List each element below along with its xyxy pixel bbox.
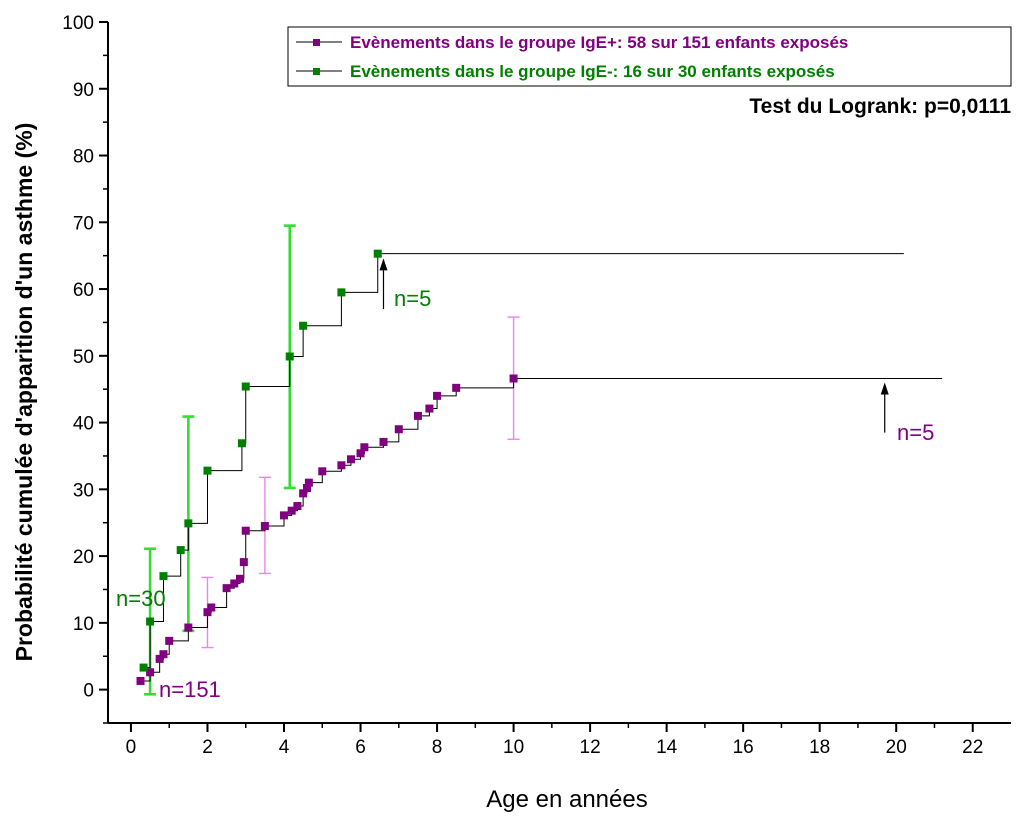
data-point-ige-plus (293, 502, 302, 511)
data-point-ige-plus (146, 668, 155, 677)
data-point-ige-minus (139, 663, 148, 672)
data-point-ige-minus (337, 288, 346, 297)
y-tick-label: 90 (73, 80, 94, 101)
data-point-ige-minus (159, 572, 168, 581)
data-point-ige-plus (280, 511, 289, 520)
x-tick-label: 22 (962, 737, 983, 758)
y-tick-label: 10 (73, 614, 94, 635)
data-point-ige-plus (184, 623, 193, 632)
n-green-end: n=5 (394, 286, 431, 311)
y-ticks: 0 10 20 30 40 50 60 70 80 90 100 (62, 13, 108, 724)
legend: Evènements dans le groupe IgE+: 58 sur 1… (287, 26, 1012, 87)
data-point-ige-plus (155, 654, 164, 663)
data-point-ige-plus (433, 391, 442, 400)
x-tick-label: 2 (202, 737, 213, 758)
y-tick-label: 80 (73, 147, 94, 168)
x-axis-title: Age en années (486, 786, 647, 813)
data-point-ige-plus (304, 478, 313, 487)
data-point-ige-plus (239, 558, 248, 567)
x-tick-label: 20 (886, 737, 907, 758)
data-point-ige-plus (260, 522, 269, 531)
data-point-ige-plus (136, 676, 145, 685)
data-point-ige-plus (425, 404, 434, 413)
data-point-ige-minus (176, 546, 185, 555)
axes (107, 22, 1011, 724)
n-purple-start: n=151 (159, 677, 221, 702)
data-point-ige-plus (241, 526, 250, 535)
legend-label-ige-plus: Evènements dans le groupe IgE+: 58 sur 1… (350, 33, 848, 52)
data-point-ige-plus (356, 449, 365, 458)
n-green-start: n=30 (116, 586, 166, 611)
legend-box (287, 26, 1012, 87)
x-tick-label: 0 (126, 737, 137, 758)
data-point-ige-plus (207, 603, 216, 612)
arrows (379, 258, 889, 433)
data-point-ige-plus (379, 437, 388, 446)
data-point-ige-minus (184, 519, 193, 528)
step-line-ige-plus (140, 378, 943, 682)
legend-marker-ige-minus (313, 68, 320, 75)
error-bars (144, 224, 520, 696)
data-point-ige-minus (203, 466, 212, 475)
data-point-ige-plus (509, 374, 518, 383)
x-tick-label: 12 (580, 737, 601, 758)
data-point-ige-plus (159, 650, 168, 659)
data-point-ige-plus (299, 489, 308, 498)
y-tick-label: 40 (73, 414, 94, 435)
data-point-ige-plus (302, 483, 311, 492)
data-points (136, 249, 518, 685)
logrank-test-label: Test du Logrank: p=0,0111 (749, 95, 1011, 118)
legend-marker-ige-plus (313, 39, 320, 46)
data-point-ige-plus (394, 425, 403, 434)
data-point-ige-minus (373, 249, 382, 258)
data-point-ige-plus (360, 443, 369, 452)
y-tick-label: 20 (73, 547, 94, 568)
step-lines (140, 253, 943, 682)
arrow-head (379, 258, 388, 271)
data-point-ige-plus (346, 455, 355, 464)
x-tick-label: 14 (656, 737, 678, 758)
data-point-ige-minus (299, 321, 308, 330)
data-point-ige-minus (241, 382, 250, 391)
arrow-head (880, 382, 889, 395)
x-tick-label: 16 (733, 737, 754, 758)
y-tick-label: 50 (73, 347, 94, 368)
y-tick-label: 70 (73, 213, 94, 234)
y-tick-label: 30 (73, 480, 94, 501)
x-tick-label: 6 (355, 737, 366, 758)
step-line-ige-minus (143, 253, 904, 669)
x-tick-label: 18 (809, 737, 830, 758)
x-ticks: 0 2 4 6 8 10 12 14 16 18 20 22 (126, 723, 983, 758)
data-point-ige-plus (236, 574, 245, 583)
data-point-ige-minus (285, 352, 294, 361)
data-point-ige-plus (452, 383, 461, 392)
x-tick-label: 10 (503, 737, 524, 758)
data-point-ige-plus (287, 506, 296, 515)
data-point-ige-plus (318, 467, 327, 476)
y-tick-label: 60 (73, 280, 94, 301)
y-tick-label: 100 (62, 13, 94, 34)
data-point-ige-plus (203, 608, 212, 617)
data-point-ige-plus (413, 411, 422, 420)
data-point-ige-plus (222, 584, 231, 593)
data-point-ige-minus (146, 617, 155, 626)
data-point-ige-plus (230, 579, 239, 588)
y-axis-title: Probabilité cumulée d'apparition d'un as… (11, 123, 37, 662)
y-tick-label: 0 (83, 681, 94, 702)
data-point-ige-plus (337, 461, 346, 470)
legend-label-ige-minus: Evènements dans le groupe IgE-: 16 sur 3… (350, 62, 835, 81)
x-tick-label: 4 (279, 737, 290, 758)
x-tick-label: 8 (432, 737, 443, 758)
data-point-ige-plus (165, 636, 174, 645)
n-purple-end: n=5 (897, 420, 934, 445)
data-point-ige-minus (237, 439, 246, 448)
